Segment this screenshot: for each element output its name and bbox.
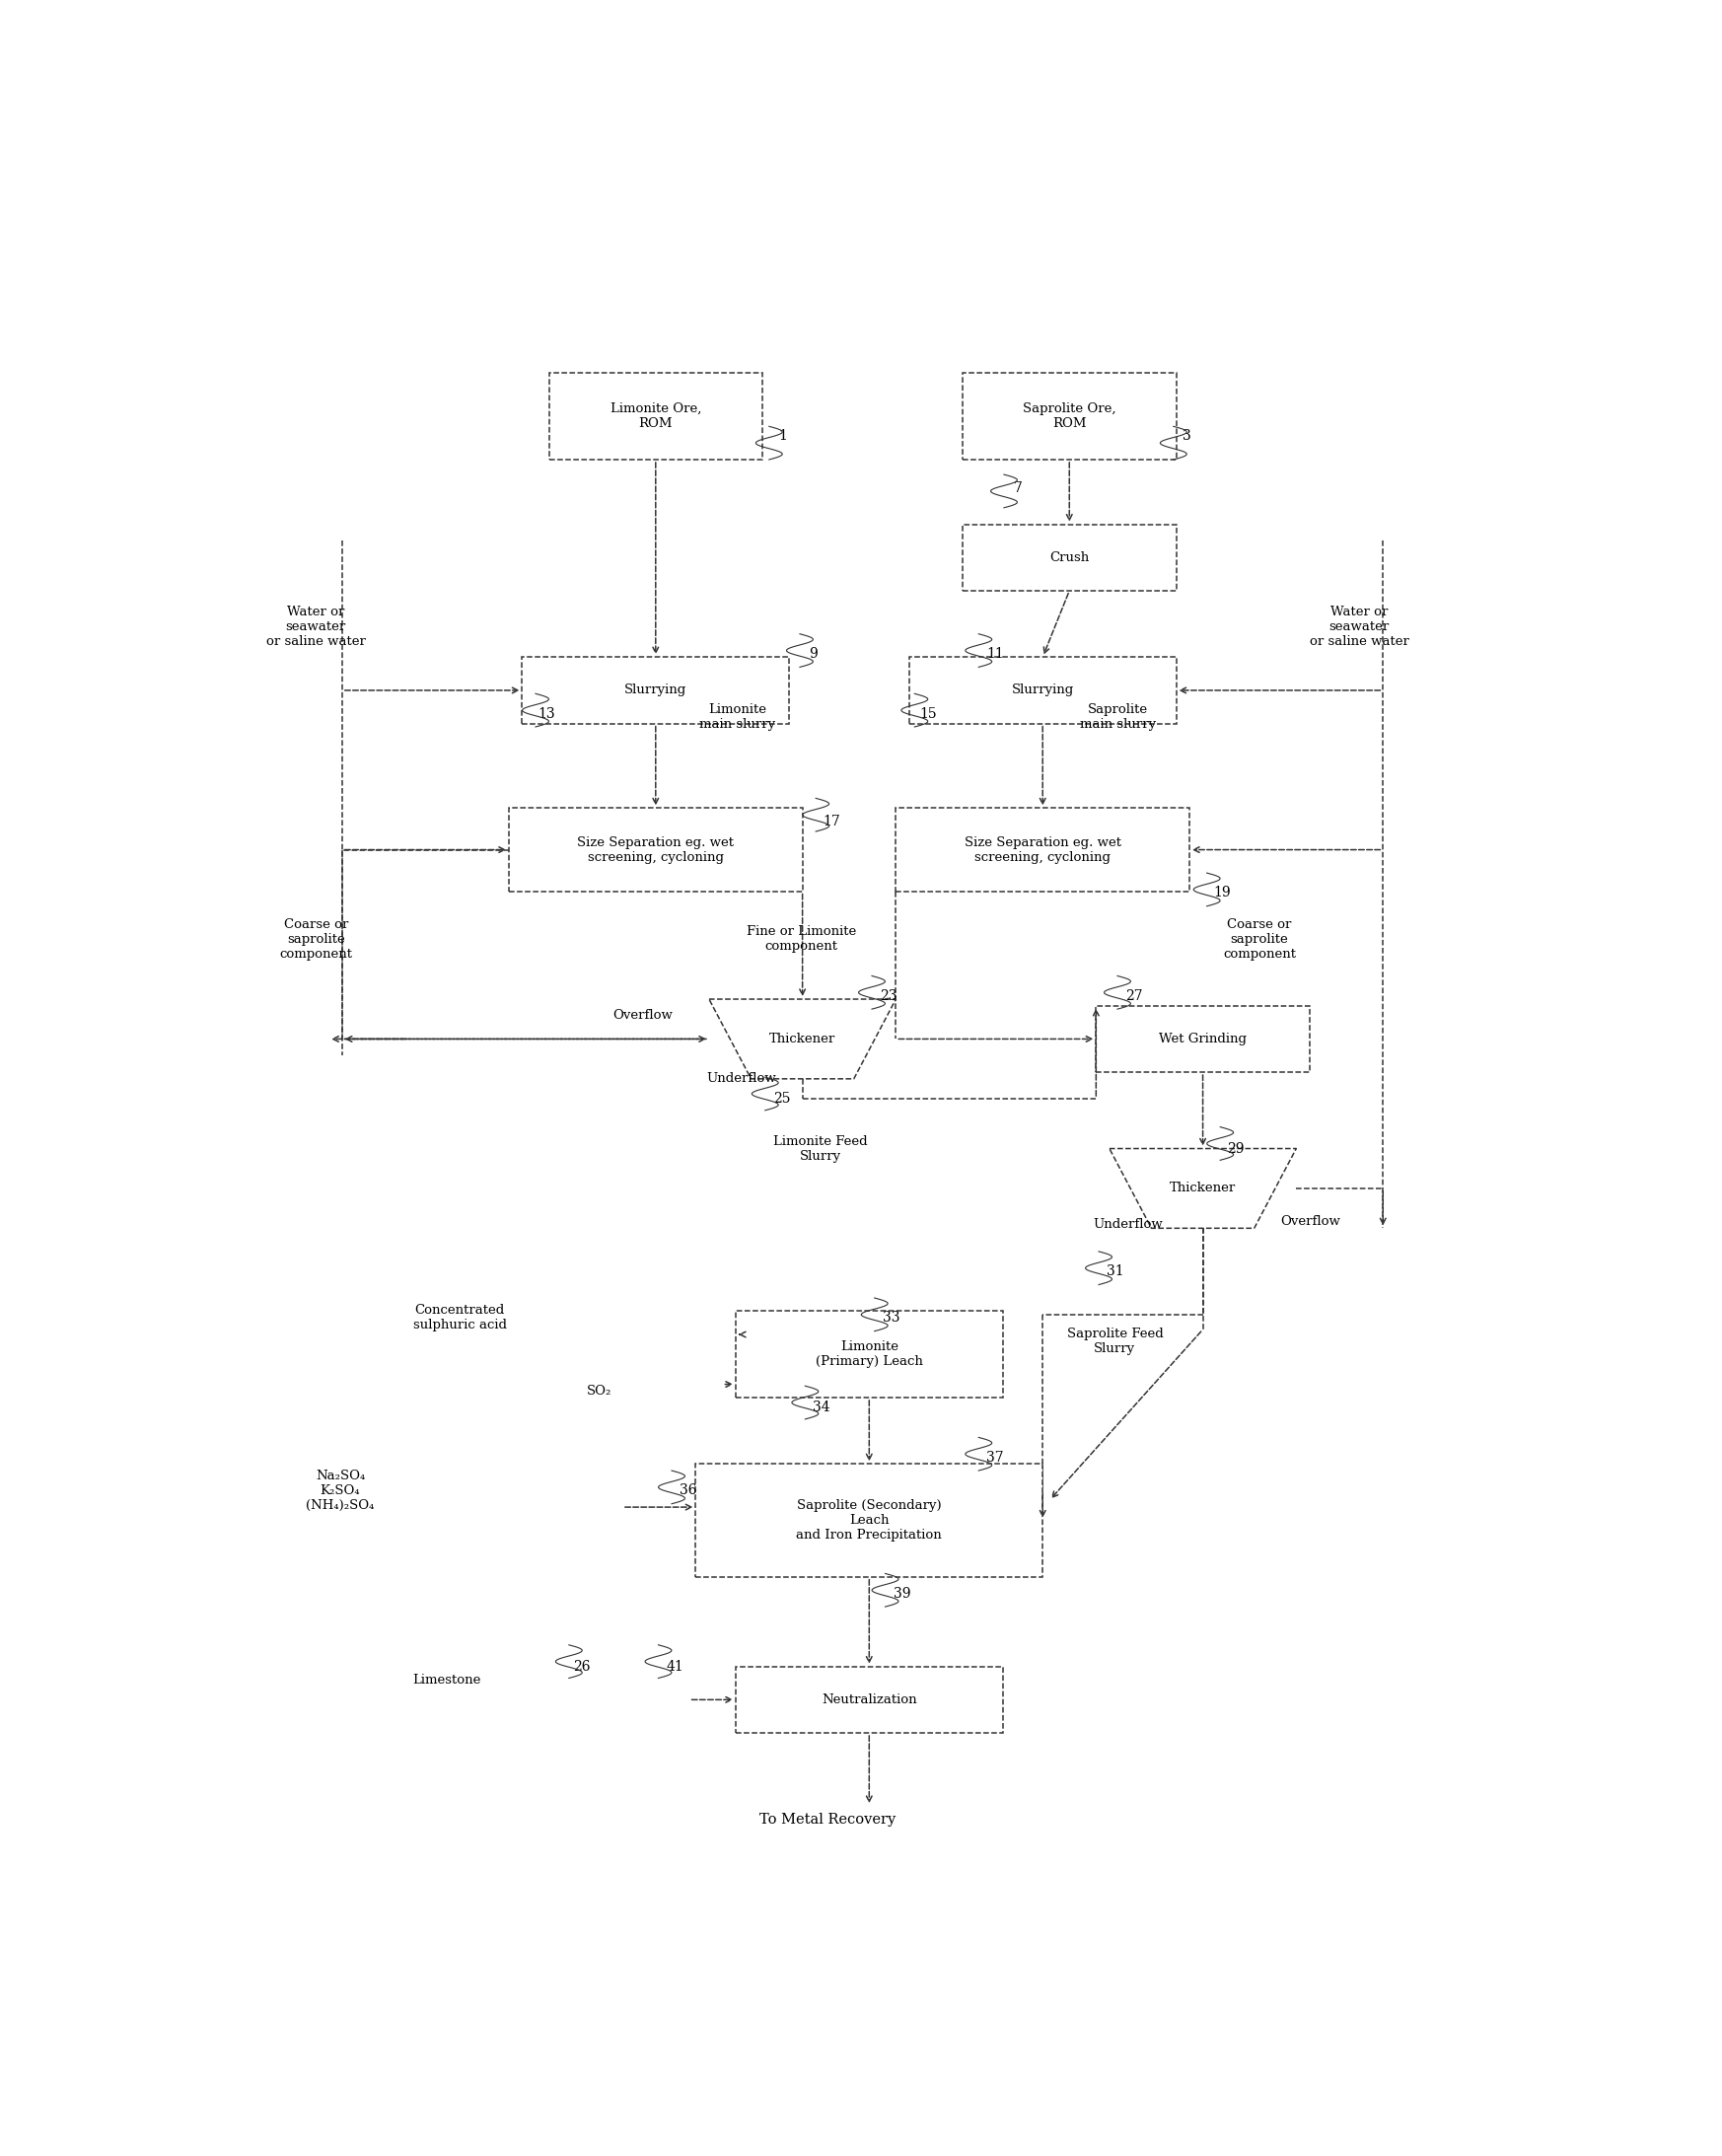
- Text: Thickener: Thickener: [770, 1033, 835, 1046]
- Text: 33: 33: [883, 1311, 901, 1324]
- Text: Crush: Crush: [1049, 552, 1090, 565]
- Text: Saprolite (Secondary)
Leach
and Iron Precipitation: Saprolite (Secondary) Leach and Iron Pre…: [796, 1498, 942, 1542]
- Text: 23: 23: [880, 990, 897, 1003]
- Text: To Metal Recovery: To Metal Recovery: [759, 1813, 895, 1826]
- Bar: [1097, 1005, 1310, 1072]
- Text: 37: 37: [987, 1451, 1004, 1464]
- Text: SO₂: SO₂: [585, 1384, 611, 1397]
- Text: Saprolite Ore,
ROM: Saprolite Ore, ROM: [1023, 403, 1116, 431]
- Text: Coarse or
saprolite
component: Coarse or saprolite component: [1223, 918, 1297, 962]
- Text: 36: 36: [680, 1483, 697, 1498]
- Text: Saprolite
main slurry: Saprolite main slurry: [1080, 703, 1155, 731]
- Text: Underflow: Underflow: [1093, 1218, 1162, 1231]
- Text: Slurrying: Slurrying: [1011, 683, 1075, 696]
- Polygon shape: [1109, 1149, 1297, 1229]
- Text: Limonite Ore,
ROM: Limonite Ore, ROM: [610, 403, 701, 431]
- Text: Limestone: Limestone: [413, 1673, 480, 1686]
- Text: 39: 39: [894, 1587, 911, 1600]
- Text: 9: 9: [809, 647, 818, 660]
- Text: 19: 19: [1214, 886, 1231, 899]
- Text: Overflow: Overflow: [1279, 1216, 1340, 1229]
- Bar: [735, 1311, 1002, 1397]
- Text: Fine or Limonite
component: Fine or Limonite component: [746, 925, 856, 953]
- Text: 27: 27: [1126, 990, 1143, 1003]
- Text: Underflow: Underflow: [706, 1072, 777, 1084]
- Bar: [963, 524, 1176, 591]
- Bar: [549, 373, 763, 459]
- Text: 34: 34: [813, 1401, 830, 1414]
- Text: 7: 7: [1013, 481, 1023, 494]
- Text: Saprolite Feed
Slurry: Saprolite Feed Slurry: [1066, 1328, 1162, 1354]
- Text: 31: 31: [1107, 1263, 1124, 1279]
- Text: 3: 3: [1183, 429, 1192, 444]
- Text: 41: 41: [666, 1660, 684, 1673]
- Text: Limonite
main slurry: Limonite main slurry: [699, 703, 775, 731]
- Text: 25: 25: [773, 1091, 790, 1106]
- Text: Size Separation eg. wet
screening, cycloning: Size Separation eg. wet screening, cyclo…: [577, 837, 734, 865]
- Text: 15: 15: [920, 707, 937, 720]
- Bar: [895, 808, 1190, 890]
- Text: 17: 17: [823, 815, 840, 828]
- Bar: [510, 808, 802, 890]
- Text: Na₂SO₄
K₂SO₄
(NH₄)₂SO₄: Na₂SO₄ K₂SO₄ (NH₄)₂SO₄: [307, 1470, 374, 1511]
- Text: Water or
seawater
or saline water: Water or seawater or saline water: [265, 606, 365, 649]
- Bar: [522, 658, 789, 724]
- Text: Size Separation eg. wet
screening, cycloning: Size Separation eg. wet screening, cyclo…: [964, 837, 1121, 865]
- Bar: [735, 1667, 1002, 1733]
- Text: Thickener: Thickener: [1169, 1181, 1236, 1194]
- Text: Overflow: Overflow: [613, 1009, 673, 1022]
- Text: Wet Grinding: Wet Grinding: [1159, 1033, 1247, 1046]
- Text: 26: 26: [573, 1660, 591, 1673]
- Text: Limonite
(Primary) Leach: Limonite (Primary) Leach: [816, 1341, 923, 1369]
- Text: Water or
seawater
or saline water: Water or seawater or saline water: [1310, 606, 1409, 649]
- Polygon shape: [709, 998, 895, 1078]
- Bar: [963, 373, 1176, 459]
- Text: Slurrying: Slurrying: [625, 683, 687, 696]
- Bar: [909, 658, 1176, 724]
- Text: Coarse or
saprolite
component: Coarse or saprolite component: [279, 918, 353, 962]
- Text: 11: 11: [987, 647, 1004, 660]
- Text: 1: 1: [778, 429, 787, 444]
- Text: Limonite Feed
Slurry: Limonite Feed Slurry: [773, 1134, 868, 1162]
- Text: Neutralization: Neutralization: [821, 1692, 916, 1705]
- Bar: [696, 1464, 1044, 1576]
- Text: 29: 29: [1226, 1143, 1243, 1156]
- Text: 13: 13: [539, 707, 556, 720]
- Text: Concentrated
sulphuric acid: Concentrated sulphuric acid: [413, 1304, 506, 1332]
